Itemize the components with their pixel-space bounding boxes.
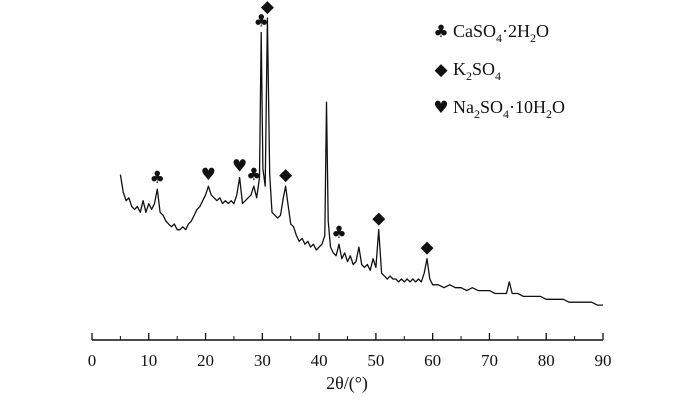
xrd-pattern-line: [119, 17, 603, 306]
legend-text-part: O: [552, 97, 565, 117]
legend-subscript: 2: [466, 69, 472, 83]
legend-text-part: ·2H: [502, 21, 530, 41]
x-tick-label: 0: [88, 351, 97, 370]
peak-marker-heart-icon: ♥: [201, 165, 216, 185]
peak-marker-diamond-icon: ◆: [420, 238, 434, 258]
peak-marker-diamond-icon: ◆: [372, 209, 386, 229]
legend-label: CaSO4·2H2O: [453, 21, 549, 45]
legend-subscript: 4: [495, 69, 501, 83]
legend-heart-icon: ♥: [433, 98, 448, 118]
x-tick-label: 50: [367, 351, 384, 370]
x-tick-label: 70: [481, 351, 498, 370]
legend-label: K2SO4: [453, 59, 501, 83]
x-axis-title: 2θ/(°): [326, 373, 368, 394]
legend-text-part: CaSO: [453, 21, 496, 41]
peak-marker-club-icon: ♣: [246, 165, 261, 185]
plot-layer: [119, 17, 603, 306]
legend-diamond-icon: ◆: [434, 60, 448, 80]
x-tick-label: 40: [311, 351, 328, 370]
peak-marker-diamond-icon: ◆: [279, 165, 293, 185]
legend-text-part: O: [536, 21, 549, 41]
peak-markers: ♣ ♥ ♥♣♣◆◆♣◆◆: [150, 0, 435, 258]
peak-marker-club-icon: ♣: [331, 223, 346, 243]
peak-marker-heart-icon: ♥: [232, 157, 247, 177]
legend-text-part: SO: [480, 97, 503, 117]
x-tick-label: 90: [595, 351, 612, 370]
legend-subscript: 2: [530, 31, 536, 45]
x-axis: 0 10 20 30 40 50 60 70 80 90: [88, 333, 612, 370]
peak-marker-diamond-icon: ◆: [261, 0, 275, 17]
legend: ♣ CaSO4·2H2O◆ K2SO4♥ Na2SO4·10H2O: [433, 21, 565, 121]
legend-subscript: 2: [474, 107, 480, 121]
peak-marker-club-icon: ♣: [150, 168, 165, 188]
legend-subscript: 2: [546, 107, 552, 121]
x-tick-label: 30: [254, 351, 271, 370]
legend-text-part: K: [453, 59, 466, 79]
legend-subscript: 4: [503, 107, 509, 121]
legend-label: Na2SO4·10H2O: [453, 97, 565, 121]
legend-text-part: Na: [453, 97, 474, 117]
x-tick-label: 80: [538, 351, 555, 370]
x-tick-label: 20: [197, 351, 214, 370]
peak-marker-club-icon: ♣: [254, 12, 269, 32]
x-tick-label: 60: [424, 351, 441, 370]
legend-club-icon: ♣: [433, 22, 448, 42]
x-tick-label: 10: [140, 351, 157, 370]
legend-subscript: 4: [496, 31, 502, 45]
legend-text-part: ·10H: [509, 97, 546, 117]
legend-text-part: SO: [472, 59, 495, 79]
